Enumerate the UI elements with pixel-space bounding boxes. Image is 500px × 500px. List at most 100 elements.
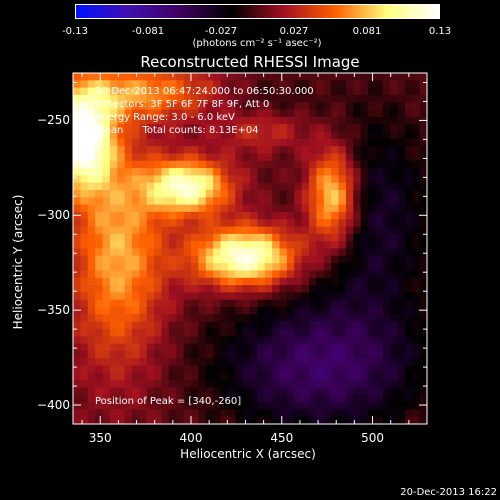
heatmap-cell: [213, 80, 222, 89]
heatmap-cell: [368, 116, 376, 125]
heatmap-cell: [235, 131, 244, 140]
heatmap-cell: [161, 153, 170, 162]
heatmap-cell: [154, 146, 163, 155]
heatmap-cell: [235, 211, 244, 220]
heatmap-cell: [360, 160, 369, 169]
heatmap-cell: [139, 87, 148, 96]
info-detectors: Detectors: 3F 5F 6F 7F 8F 9F, Att 0: [95, 99, 270, 110]
heatmap-cell: [301, 168, 310, 176]
heatmap-cell: [87, 292, 96, 301]
heatmap-cell: [309, 211, 317, 220]
heatmap-cell: [213, 109, 222, 118]
heatmap-cell: [183, 292, 192, 301]
heatmap-cell: [294, 299, 303, 308]
heatmap-cell: [412, 160, 421, 169]
heatmap-cell: [419, 314, 428, 323]
heatmap-cell: [375, 168, 384, 176]
heatmap-cell: [132, 394, 140, 403]
heatmap-cell: [213, 409, 222, 418]
heatmap-cell: [168, 219, 177, 228]
heatmap-cell: [250, 146, 258, 155]
heatmap-cell: [213, 365, 222, 374]
heatmap-cell: [220, 153, 229, 162]
heatmap-cell: [368, 270, 376, 279]
heatmap-cell: [353, 343, 362, 352]
heatmap-cell: [419, 380, 428, 389]
heatmap-cell: [345, 153, 354, 162]
heatmap-cell: [95, 380, 104, 389]
heatmap-cell: [95, 343, 104, 352]
heatmap-cell: [390, 350, 399, 359]
heatmap-cell: [375, 365, 384, 374]
heatmap-cell: [331, 321, 340, 330]
heatmap-cell: [168, 263, 177, 272]
heatmap-cell: [368, 241, 376, 250]
heatmap-cell: [80, 211, 89, 220]
heatmap-cell: [345, 160, 354, 169]
heatmap-cell: [117, 94, 126, 103]
heatmap-cell: [323, 131, 332, 140]
heatmap-cell: [146, 336, 155, 345]
heatmap-cell: [301, 146, 310, 155]
heatmap-cell: [353, 365, 362, 374]
heatmap-cell: [139, 372, 148, 381]
heatmap-cell: [139, 80, 148, 89]
heatmap-cell: [382, 197, 391, 206]
heatmap-cell: [80, 365, 89, 374]
heatmap-cell: [375, 160, 384, 169]
heatmap-cell: [419, 255, 428, 264]
heatmap-cell: [80, 328, 89, 337]
heatmap-cell: [419, 277, 428, 286]
heatmap-cell: [242, 226, 251, 235]
colorbar-tick-label: -0.081: [131, 26, 165, 37]
heatmap-cell: [183, 146, 192, 155]
heatmap-cell: [397, 343, 406, 352]
heatmap-cell: [360, 402, 369, 410]
heatmap-cell: [390, 233, 399, 242]
heatmap-cell: [102, 211, 111, 220]
heatmap-cell: [286, 394, 295, 403]
heatmap-cell: [176, 153, 185, 162]
heatmap-cell: [242, 343, 251, 352]
heatmap-cell: [146, 358, 155, 367]
heatmap-cell: [87, 299, 96, 308]
heatmap-cell: [80, 73, 89, 81]
heatmap-cell: [294, 87, 303, 96]
heatmap-cell: [139, 343, 148, 352]
heatmap-cell: [154, 182, 163, 191]
heatmap-cell: [117, 168, 126, 176]
info-block: 20-Dec-2013 06:47:24.000 to 06:50:30.000…: [95, 85, 314, 137]
heatmap-cell: [80, 255, 89, 264]
heatmap-cell: [375, 321, 384, 330]
heatmap-cell: [404, 219, 413, 228]
heatmap-cell: [338, 233, 347, 242]
heatmap-cell: [412, 204, 421, 213]
heatmap-cell: [309, 131, 317, 140]
heatmap-cell: [345, 182, 354, 191]
heatmap-cell: [176, 226, 185, 235]
heatmap-cell: [168, 233, 177, 242]
heatmap-cell: [139, 131, 148, 140]
heatmap-cell: [213, 285, 222, 293]
heatmap-cell: [191, 131, 199, 140]
heatmap-cell: [87, 263, 96, 272]
heatmap-cell: [154, 248, 163, 257]
heatmap-cell: [331, 270, 340, 279]
heatmap-cell: [235, 350, 244, 359]
heatmap-cell: [213, 241, 222, 250]
heatmap-cell: [331, 292, 340, 301]
heatmap-cell: [73, 124, 81, 133]
heatmap-cell: [235, 226, 244, 235]
heatmap-cell: [309, 321, 317, 330]
heatmap-cell: [294, 94, 303, 103]
heatmap-cell: [301, 175, 310, 184]
heatmap-cell: [375, 175, 384, 184]
heatmap-cell: [250, 175, 258, 184]
heatmap-cell: [139, 241, 148, 250]
heatmap-cell: [353, 314, 362, 323]
heatmap-cell: [272, 321, 281, 330]
heatmap-cell: [198, 299, 207, 308]
heatmap-cell: [124, 160, 133, 169]
heatmap-cell: [390, 204, 399, 213]
heatmap-cell: [360, 263, 369, 272]
